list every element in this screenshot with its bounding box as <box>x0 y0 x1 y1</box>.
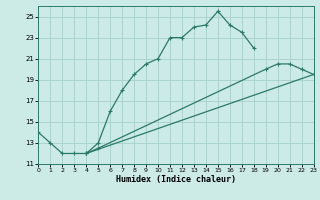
X-axis label: Humidex (Indice chaleur): Humidex (Indice chaleur) <box>116 175 236 184</box>
